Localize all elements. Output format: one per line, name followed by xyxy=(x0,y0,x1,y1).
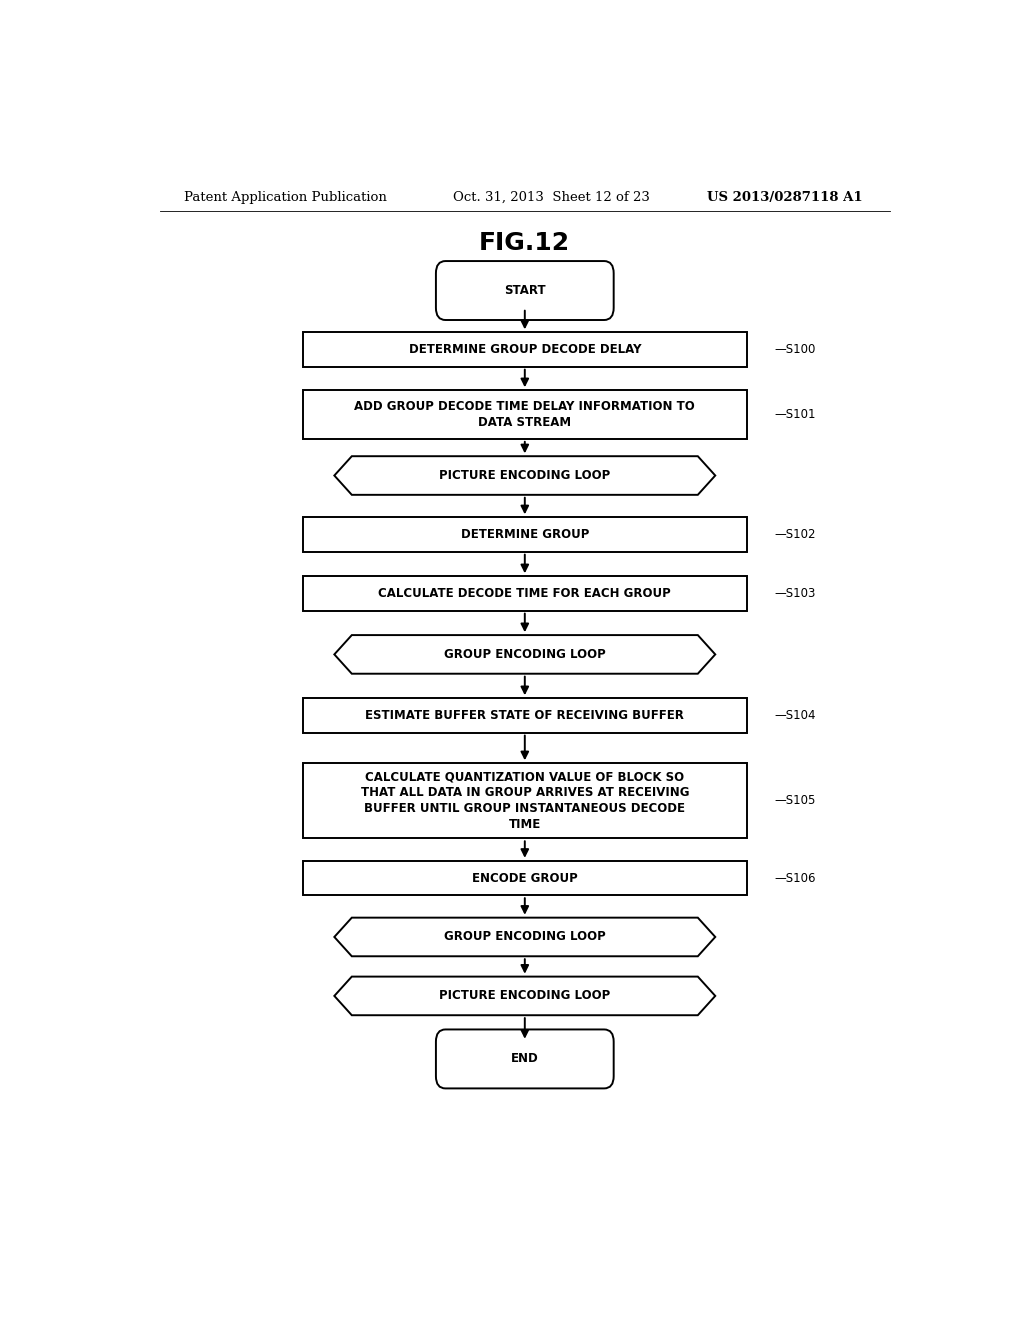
Text: Patent Application Publication: Patent Application Publication xyxy=(183,190,386,203)
FancyBboxPatch shape xyxy=(436,1030,613,1089)
Text: ESTIMATE BUFFER STATE OF RECEIVING BUFFER: ESTIMATE BUFFER STATE OF RECEIVING BUFFE… xyxy=(366,709,684,722)
Text: —S106: —S106 xyxy=(775,871,816,884)
Polygon shape xyxy=(334,977,715,1015)
Polygon shape xyxy=(334,457,715,495)
Text: —S105: —S105 xyxy=(775,795,816,808)
Bar xyxy=(303,391,748,440)
Polygon shape xyxy=(334,635,715,673)
Text: START: START xyxy=(504,284,546,297)
Text: —S103: —S103 xyxy=(775,587,816,599)
Text: US 2013/0287118 A1: US 2013/0287118 A1 xyxy=(708,190,863,203)
Text: —S100: —S100 xyxy=(775,343,816,356)
Text: PICTURE ENCODING LOOP: PICTURE ENCODING LOOP xyxy=(439,469,610,482)
Bar xyxy=(303,576,748,611)
Text: END: END xyxy=(511,1052,539,1065)
Bar xyxy=(303,763,748,838)
Bar xyxy=(303,333,748,367)
Text: —S102: —S102 xyxy=(775,528,816,541)
Text: DETERMINE GROUP: DETERMINE GROUP xyxy=(461,528,589,541)
Polygon shape xyxy=(334,917,715,956)
Text: —S104: —S104 xyxy=(775,709,816,722)
Text: DETERMINE GROUP DECODE DELAY: DETERMINE GROUP DECODE DELAY xyxy=(409,343,641,356)
Text: CALCULATE DECODE TIME FOR EACH GROUP: CALCULATE DECODE TIME FOR EACH GROUP xyxy=(379,587,671,599)
Text: ADD GROUP DECODE TIME DELAY INFORMATION TO
DATA STREAM: ADD GROUP DECODE TIME DELAY INFORMATION … xyxy=(354,400,695,429)
Bar xyxy=(303,861,748,895)
Text: PICTURE ENCODING LOOP: PICTURE ENCODING LOOP xyxy=(439,990,610,1002)
Text: ENCODE GROUP: ENCODE GROUP xyxy=(472,871,578,884)
Text: CALCULATE QUANTIZATION VALUE OF BLOCK SO
THAT ALL DATA IN GROUP ARRIVES AT RECEI: CALCULATE QUANTIZATION VALUE OF BLOCK SO… xyxy=(360,771,689,832)
Text: Oct. 31, 2013  Sheet 12 of 23: Oct. 31, 2013 Sheet 12 of 23 xyxy=(454,190,650,203)
Bar xyxy=(303,698,748,733)
Text: GROUP ENCODING LOOP: GROUP ENCODING LOOP xyxy=(444,648,605,661)
Text: FIG.12: FIG.12 xyxy=(479,231,570,255)
Text: —S101: —S101 xyxy=(775,408,816,421)
Text: GROUP ENCODING LOOP: GROUP ENCODING LOOP xyxy=(444,931,605,944)
FancyBboxPatch shape xyxy=(436,261,613,319)
Bar xyxy=(303,517,748,552)
